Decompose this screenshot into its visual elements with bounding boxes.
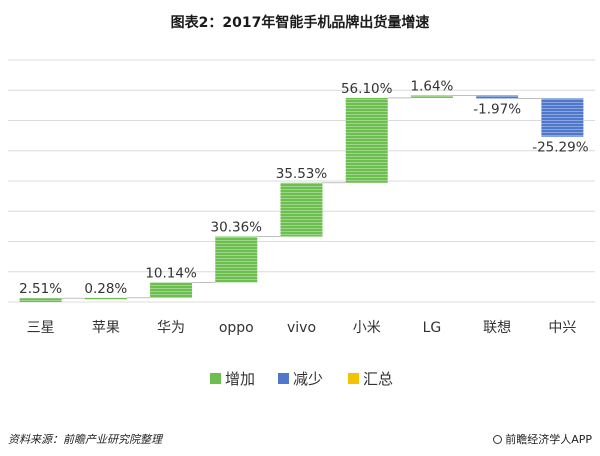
x-tick-label: vivo	[287, 320, 316, 336]
x-tick-label: oppo	[219, 320, 254, 336]
x-axis-labels: 三星 苹果 华为 oppo vivo 小米 LG 联想 中兴	[27, 320, 577, 336]
brand-logo-icon	[493, 435, 503, 444]
bar-3	[215, 236, 258, 283]
x-tick-label: LG	[423, 320, 442, 336]
data-label: 56.10%	[341, 81, 393, 97]
data-label: 1.64%	[410, 78, 453, 94]
legend: 增加 减少 汇总	[210, 370, 393, 388]
bar-6	[410, 95, 453, 98]
x-tick-label: 苹果	[92, 320, 120, 336]
bar-2	[150, 282, 193, 298]
x-tick-label: 中兴	[548, 320, 576, 336]
data-label: 2.51%	[19, 281, 62, 297]
bar-5	[345, 97, 388, 183]
brand-credit-text: 前瞻经济学人APP	[505, 433, 592, 446]
legend-label: 汇总	[363, 370, 393, 388]
data-labels: 2.51% 0.28% 10.14% 30.36% 35.53% 56.10% 1.64% -…	[19, 78, 589, 297]
legend-label: 减少	[293, 370, 323, 388]
x-tick-label: 联想	[483, 320, 511, 336]
bar-7	[476, 95, 519, 99]
x-tick-label: 小米	[353, 320, 381, 336]
source-note: 资料来源：前瞻产业研究院整理	[8, 433, 162, 446]
bar-8	[541, 98, 584, 137]
data-label: 10.14%	[145, 265, 197, 281]
legend-label: 增加	[225, 370, 255, 388]
data-label: -1.97%	[473, 101, 521, 117]
data-label: 30.36%	[211, 220, 263, 236]
legend-swatch	[210, 373, 221, 384]
bar-0	[19, 298, 62, 302]
data-label: -25.29%	[532, 140, 589, 156]
data-label: 0.28%	[84, 281, 127, 297]
chart-title: 图表2：2017年智能手机品牌出货量增速	[170, 15, 430, 31]
legend-swatch	[348, 373, 359, 384]
bar-4	[280, 182, 323, 237]
bars	[19, 95, 584, 302]
brand-credit: 前瞻经济学人APP	[493, 431, 592, 447]
legend-swatch	[278, 373, 289, 384]
bar-1	[84, 297, 127, 300]
x-tick-label: 三星	[27, 320, 55, 336]
data-label: 35.53%	[276, 166, 328, 182]
x-tick-label: 华为	[157, 320, 185, 336]
